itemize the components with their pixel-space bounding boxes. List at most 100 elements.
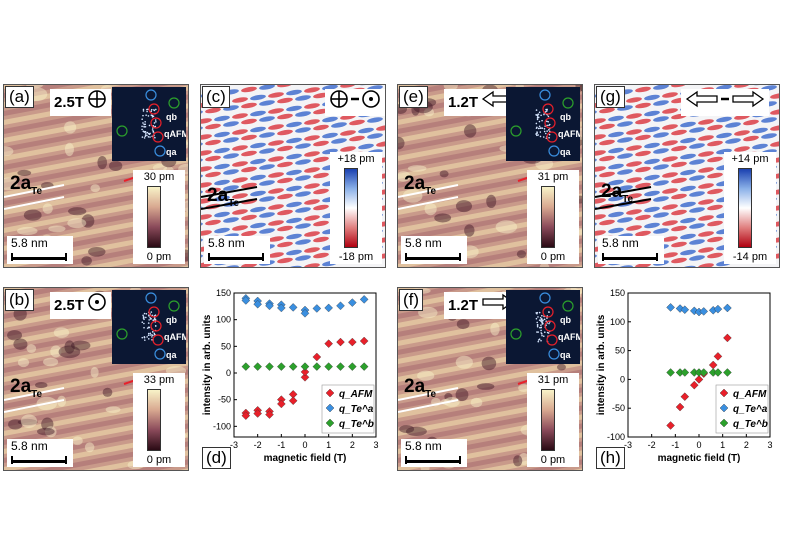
x-tick-label: -2	[254, 440, 262, 450]
scale-text-g: 5.8 nm	[602, 236, 639, 250]
legend-marker	[719, 418, 729, 428]
data-point-q-te-b	[666, 368, 675, 377]
data-point-q-te-b	[699, 368, 709, 377]
data-point-q-te-b	[253, 362, 262, 371]
data-point-q-afm	[288, 396, 298, 406]
data-point-q-afm	[241, 411, 251, 420]
data-point-q-te-a	[265, 301, 274, 311]
y-tick-label: -50	[218, 395, 231, 405]
data-point-q-te-a	[312, 304, 322, 313]
lattice-sub-a: Te	[31, 185, 43, 197]
panel-b: (b) 2.5T qb qAFM qa 2aTe 5.8 nm 33 pm 0 pm	[3, 287, 189, 471]
x-tick-label: 1	[720, 440, 725, 450]
lattice-sub-c: Te	[228, 197, 240, 209]
cbar-min-b: 0 pm	[146, 454, 172, 466]
y-axis-label: intensity in arb. units	[596, 314, 607, 415]
colorbar-a: 30 pm 0 pm	[133, 170, 185, 264]
svg-text:qb: qb	[560, 112, 571, 122]
x-axis-label: magnetic field (T)	[658, 453, 741, 464]
legend-marker	[325, 388, 335, 398]
panel-a: (a) 2.5T qb qAFM qa 2aTe 5.8 nm 30 pm 0 pm	[3, 84, 189, 268]
data-point-q-afm	[265, 410, 274, 419]
data-point-q-te-b	[713, 368, 723, 377]
svg-text:qAFM: qAFM	[164, 332, 186, 342]
scale-bar-e: 5.8 nm	[401, 236, 467, 264]
svg-text:qa: qa	[560, 147, 571, 157]
scale-bar-a: 5.8 nm	[7, 236, 73, 264]
data-point-q-te-a	[324, 303, 333, 313]
cbar-min-e: 0 pm	[540, 251, 566, 263]
x-tick-label: -3	[624, 440, 632, 450]
y-tick-label: 100	[610, 317, 625, 327]
y-tick-label: -100	[607, 432, 625, 442]
cbar-min-c: -18 pm	[338, 251, 374, 263]
data-point-q-afm	[694, 375, 704, 384]
panel-label-f: (f)	[399, 289, 424, 311]
fft-inset-f: qb qAFM qa	[506, 290, 582, 364]
data-point-q-te-b	[312, 362, 322, 371]
data-point-q-te-b	[277, 362, 286, 371]
cbar-min-f: 0 pm	[540, 454, 566, 466]
lattice-text-a: 2a	[10, 173, 32, 194]
data-point-q-te-a	[300, 308, 310, 318]
data-point-q-afm	[680, 392, 690, 401]
colorbar-c: +18 pm -18 pm	[330, 152, 382, 264]
colorbar-f: 31 pm 0 pm	[527, 373, 579, 467]
data-point-q-afm	[253, 409, 262, 418]
legend: q_AFM q_Te^a q_Te^b	[321, 384, 375, 434]
scale-bar-g: 5.8 nm	[598, 236, 664, 264]
data-point-q-te-a	[277, 303, 286, 313]
x-tick-label: -2	[648, 440, 656, 450]
data-point-q-te-b	[348, 362, 357, 371]
lattice-sub-g: Te	[622, 193, 634, 205]
panel-label-h: (h)	[596, 447, 625, 469]
field-value-a: 2.5T	[54, 93, 85, 111]
legend-label: q_Te^b	[339, 419, 374, 430]
data-point-q-afm	[336, 337, 345, 347]
field-difference-g	[681, 89, 769, 116]
y-tick-label: 150	[216, 288, 231, 298]
data-point-q-te-a	[699, 307, 709, 316]
panel-e: (e) 1.2T qb qAFM qa 2aTe 5.8 nm 31 pm 0 pm	[397, 84, 583, 268]
field-value-b: 2.5T	[54, 296, 85, 314]
panel-label-g: (g)	[596, 86, 625, 108]
scale-text-e: 5.8 nm	[405, 236, 442, 250]
chart-d-svg: -3 -2 -1 0 1 2 3 -100 -50 0 50 100 150 magnetic field…	[202, 288, 379, 464]
data-point-q-afm	[666, 421, 675, 430]
panel-label-e: (e)	[399, 86, 428, 108]
y-tick-label: 50	[615, 346, 625, 356]
data-point-q-te-a	[713, 304, 723, 314]
data-point-q-te-b	[680, 368, 690, 377]
scale-text-c: 5.8 nm	[208, 236, 245, 250]
cbar-min-g: -14 pm	[732, 251, 768, 263]
legend-marker	[325, 418, 335, 428]
panel-label-c: (c)	[202, 86, 230, 108]
lattice-sub-f: Te	[425, 388, 437, 400]
svg-text:qAFM: qAFM	[164, 129, 186, 139]
legend-marker	[719, 388, 729, 398]
field-into-minus-out-icon	[329, 89, 381, 116]
data-point-q-te-a	[288, 303, 298, 312]
data-point-q-afm	[723, 333, 732, 343]
x-tick-label: 3	[767, 440, 772, 450]
field-value-e: 1.2T	[448, 93, 479, 111]
x-tick-label: 2	[744, 440, 749, 450]
data-point-q-afm	[689, 380, 699, 390]
svg-text:qa: qa	[166, 147, 177, 157]
legend: q_AFM q_Te^a q_Te^b	[715, 384, 769, 434]
data-point-q-afm	[359, 336, 369, 346]
fft-inset-b: qb qAFM qa	[112, 290, 188, 364]
lattice-label-e: 2aTe	[404, 173, 436, 197]
data-point-q-afm	[675, 402, 685, 412]
colorbar-g: +14 pm -14 pm	[724, 152, 776, 264]
lattice-label-a: 2aTe	[10, 173, 42, 197]
cbar-max-f: 31 pm	[537, 374, 569, 386]
data-point-q-te-b	[359, 362, 369, 371]
data-point-q-te-a	[253, 299, 262, 309]
legend-marker	[325, 403, 335, 413]
data-point-q-te-b	[723, 368, 732, 377]
legend-label: q_AFM	[733, 389, 767, 400]
cbar-max-c: +18 pm	[337, 153, 375, 165]
cbar-max-a: 30 pm	[143, 171, 175, 183]
